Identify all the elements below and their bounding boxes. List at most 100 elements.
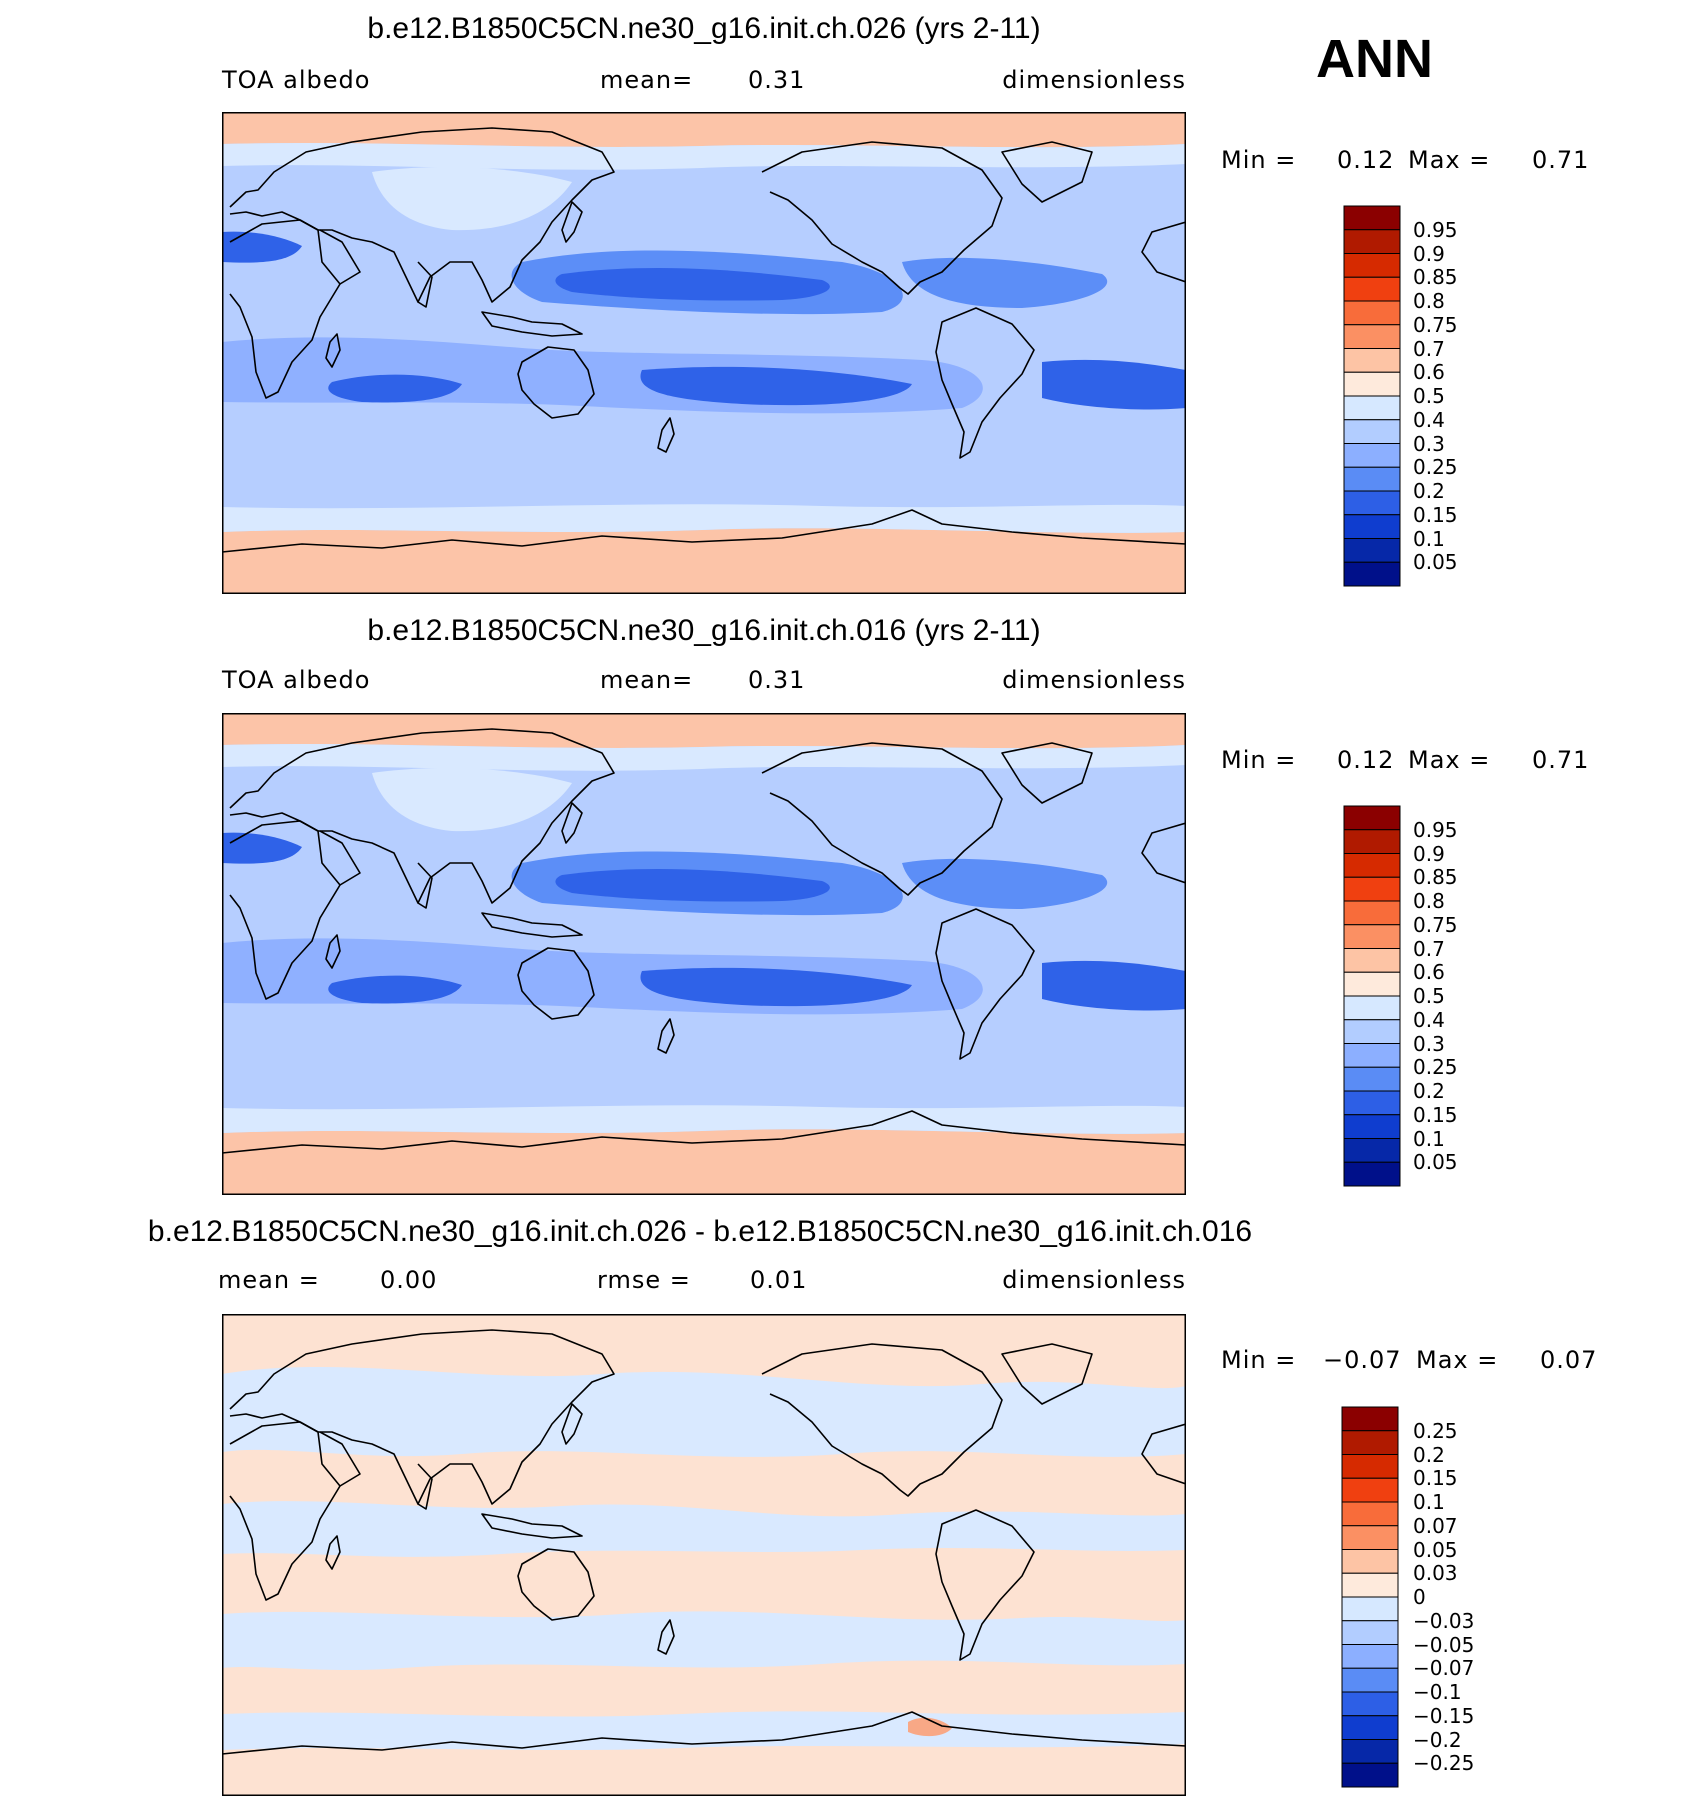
colorbar-swatch [1343, 805, 1401, 831]
coastline [561, 1403, 583, 1445]
colorbar-tick-label: 0.15 [1413, 502, 1458, 527]
panel-3-map [222, 1314, 1186, 1796]
coastline [229, 728, 615, 904]
coastline [1141, 221, 1186, 283]
colorbar-swatch [1341, 1572, 1399, 1598]
panel-2-min-value: 0.12 [1337, 746, 1395, 774]
colorbar-swatch [1341, 1501, 1399, 1527]
colorbar-swatch [1343, 490, 1401, 516]
coastline [325, 333, 341, 368]
colorbar-swatch [1343, 900, 1401, 926]
coastline [319, 830, 361, 886]
panel-1-title: b.e12.B1850C5CN.ne30_g16.init.ch.026 (yr… [367, 12, 1041, 45]
colorbar-tick-label: 0.25 [1413, 455, 1458, 480]
colorbar-swatch [1341, 1620, 1399, 1645]
colorbar-tick-label: 0.2 [1413, 1442, 1445, 1467]
southern-ocean-band [222, 1105, 1186, 1134]
colorbar-tick-label: 0.5 [1413, 384, 1445, 408]
colorbar-tick-label: 0.1 [1413, 1126, 1445, 1151]
coastline [657, 417, 675, 453]
tibetan-plateau-bright-region [372, 768, 572, 832]
north-atlantic-low-band [902, 858, 1108, 909]
coastline [1001, 1343, 1093, 1405]
colorbar-tick-label: 0.85 [1413, 265, 1458, 290]
colorbar-swatch [1343, 1090, 1401, 1116]
coastline [1141, 822, 1186, 884]
colorbar-tick-label: 0.2 [1413, 1079, 1445, 1103]
colorbar-swatch [1343, 348, 1401, 373]
panel-3-mean-value: 0.00 [380, 1266, 438, 1294]
panel-3-rmse-label: rmse = [597, 1266, 691, 1294]
colorbar-tick-label: 0.4 [1413, 407, 1445, 432]
mediterranean-low-band [222, 231, 302, 263]
panel-1-mean-label: mean= [600, 66, 694, 94]
colorbar-tick-label: 0.3 [1413, 431, 1445, 456]
panel-2-colorbar [1343, 805, 1401, 1187]
colorbar-swatch [1343, 229, 1401, 254]
colorbar-tick-label: 0.25 [1413, 1055, 1458, 1080]
colorbar-tick-label: 0.75 [1413, 912, 1458, 937]
colorbar-tick-label: 0.8 [1413, 889, 1445, 913]
colorbar-tick-label: 0.03 [1413, 1561, 1458, 1586]
colorbar-tick-label: −0.05 [1413, 1632, 1475, 1657]
indian-ocean-deep-band [328, 374, 462, 403]
colorbar-swatch [1343, 876, 1401, 902]
coastline [517, 1548, 595, 1621]
panel-2-mean-label: mean= [600, 666, 694, 694]
colorbar-swatch [1343, 971, 1401, 997]
colorbar-swatch [1341, 1430, 1399, 1455]
negative-difference-region [222, 1501, 1186, 1557]
panel-2-max-label: Max = [1408, 746, 1491, 774]
map-frame [222, 713, 1186, 1195]
colorbar-tick-label: 0.95 [1413, 817, 1458, 842]
colorbar-swatch [1343, 1161, 1401, 1187]
colorbar-swatch [1341, 1454, 1399, 1479]
coastline [657, 1619, 675, 1655]
panel-3-mean-label: mean = [218, 1266, 320, 1294]
south-atlantic-deep-band [1042, 359, 1186, 410]
panel-3-colorbar [1341, 1406, 1399, 1788]
panel-1-colorbar-labels: 0.95 0.9 0.85 0.8 0.75 0.7 0.6 0.5 0.4 0.3 0.25 0.2… [1413, 206, 1513, 586]
coastline [935, 1509, 1035, 1661]
panel-1-map [222, 112, 1186, 594]
panel-2-colorbar-labels: 0.95 0.9 0.85 0.8 0.75 0.7 0.6 0.5 0.4 0.3 0.25 0.2… [1413, 806, 1513, 1186]
colorbar-tick-label: 0.3 [1413, 1031, 1445, 1056]
colorbar-swatch [1343, 1114, 1401, 1139]
colorbar-swatch [1343, 466, 1401, 492]
colorbar-swatch [1343, 924, 1401, 949]
colorbar-swatch [1343, 276, 1401, 302]
panel-1-min-value: 0.12 [1337, 146, 1395, 174]
colorbar-swatch [1343, 561, 1401, 587]
coastline [481, 1513, 583, 1539]
colorbar-swatch [1343, 995, 1401, 1021]
map-frame [222, 112, 1186, 594]
colorbar-swatch [1343, 324, 1401, 349]
colorbar-tick-label: 0.1 [1413, 1490, 1445, 1514]
colorbar-tick-label: 0.05 [1413, 1537, 1458, 1562]
coastline [229, 127, 615, 303]
panel-1-variable: TOA albedo [222, 66, 371, 94]
coastline [325, 934, 341, 969]
colorbar-tick-label: 0.9 [1413, 841, 1445, 866]
panel-3-units: dimensionless [1002, 1266, 1186, 1294]
colorbar-swatch [1341, 1691, 1399, 1717]
tibetan-plateau-bright-region [372, 167, 572, 231]
colorbar-swatch [1343, 538, 1401, 563]
panel-3-title: b.e12.B1850C5CN.ne30_g16.init.ch.026 - b… [147, 1215, 1253, 1248]
colorbar-tick-label: 0.07 [1413, 1513, 1458, 1538]
colorbar-swatch [1343, 829, 1401, 854]
colorbar-swatch [1343, 443, 1401, 468]
colorbar-tick-label: 0.25 [1413, 1418, 1458, 1443]
coastline [935, 908, 1035, 1060]
colorbar-swatch [1341, 1739, 1399, 1764]
colorbar-swatch [1343, 1043, 1401, 1068]
colorbar-tick-label: 0.5 [1413, 984, 1445, 1008]
panel-1-units: dimensionless [1002, 66, 1186, 94]
panel-3-colorbar-labels: 0.25 0.2 0.15 0.1 0.07 0.05 0.03 0 −0.03 −0.05 −0.… [1413, 1407, 1523, 1787]
north-pacific-deep-band [555, 267, 830, 301]
arctic-high-albedo-band [222, 112, 1186, 148]
colorbar-tick-label: −0.1 [1413, 1680, 1462, 1704]
panel-2-max-value: 0.71 [1532, 746, 1590, 774]
colorbar-tick-label: 0.15 [1413, 1466, 1458, 1491]
southern-ocean-band [222, 504, 1186, 533]
